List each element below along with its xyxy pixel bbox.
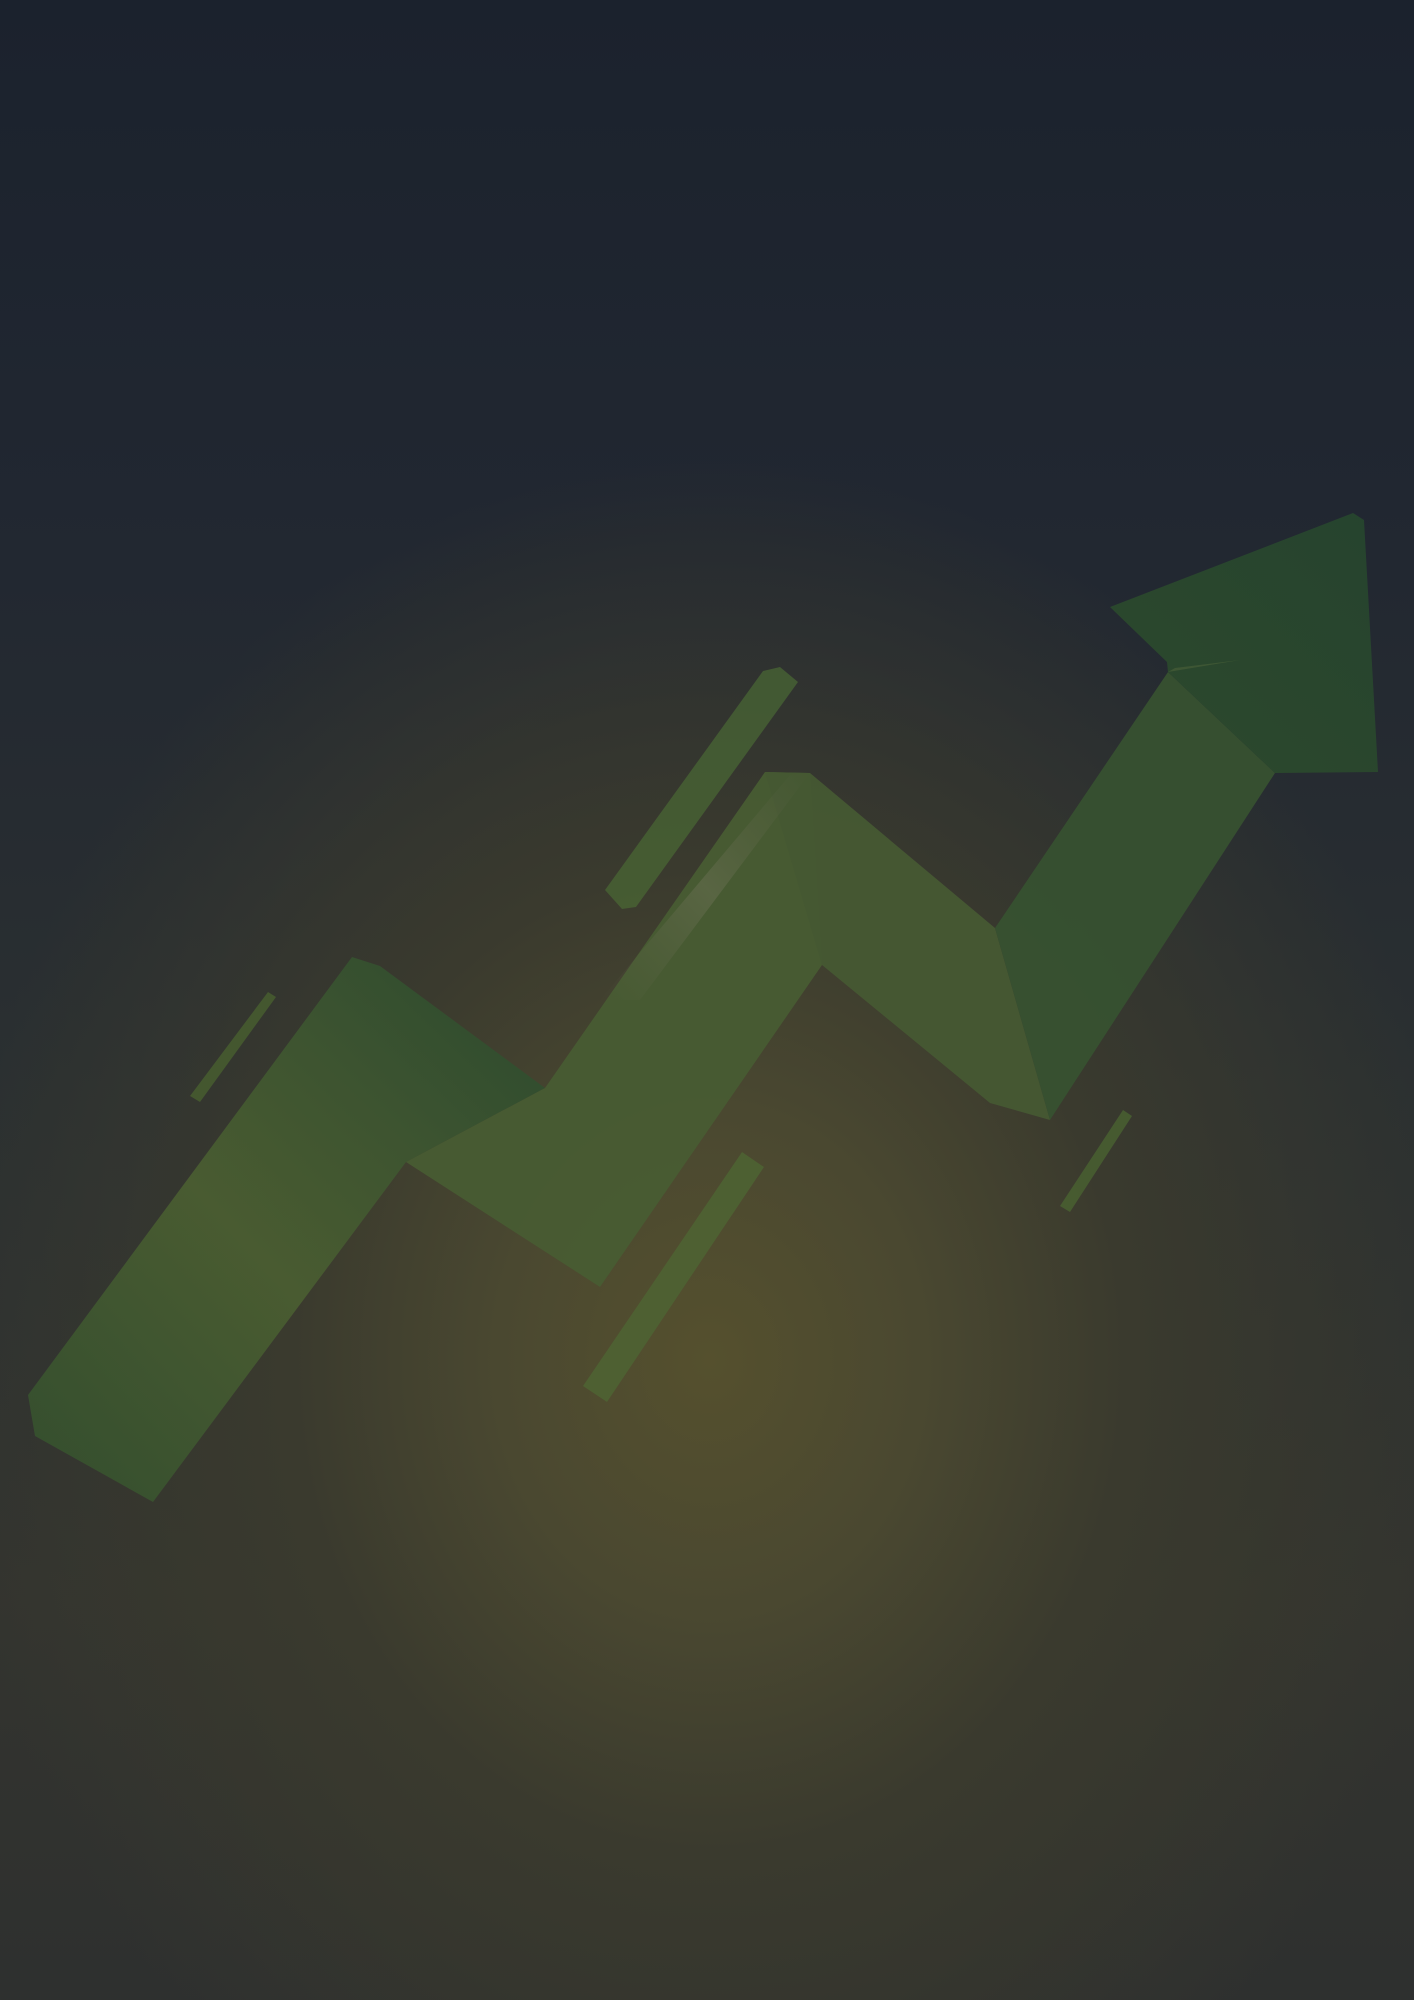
accent-bars: [190, 667, 1132, 1402]
arrow-body: [28, 513, 1378, 1502]
